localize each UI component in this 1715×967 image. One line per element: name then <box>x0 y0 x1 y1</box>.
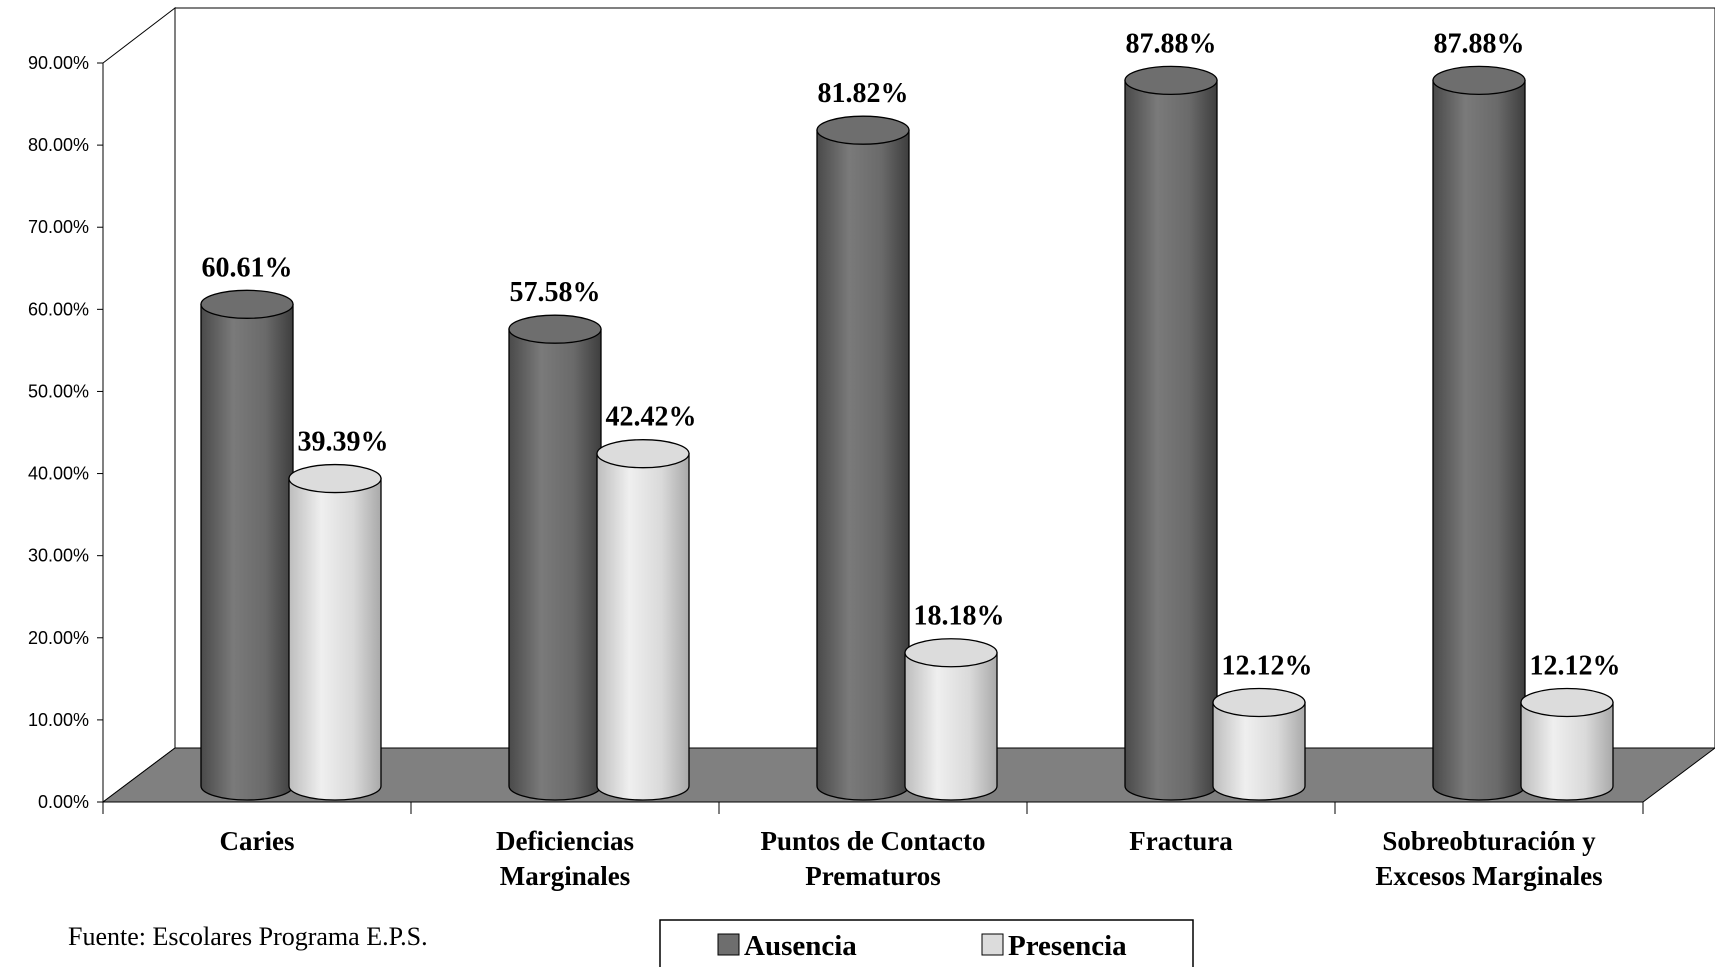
bar-body <box>288 477 382 801</box>
source-note: Fuente: Escolares Programa E.P.S. <box>68 922 428 951</box>
bar-body <box>816 129 910 801</box>
legend: Ausencia Presencia <box>659 919 1194 967</box>
bar-top <box>1124 65 1218 96</box>
bar-body <box>1212 701 1306 801</box>
bar-top <box>816 115 910 145</box>
bar-body <box>1124 79 1218 801</box>
category-label: Puntos de Contacto Prematuros <box>760 826 985 891</box>
bar-top <box>508 314 602 344</box>
data-label: 57.58% <box>510 277 601 308</box>
data-label: 60.61% <box>202 252 293 283</box>
data-label: 87.88% <box>1434 28 1525 59</box>
data-label: 81.82% <box>818 78 909 109</box>
y-tick-label: 70.00% <box>28 217 89 237</box>
bar-presencia <box>596 439 690 801</box>
y-tick-label: 80.00% <box>28 135 89 155</box>
bar-body <box>596 453 690 801</box>
category-label: Caries <box>220 826 295 856</box>
y-axis: 0.00% 10.00% 20.00% 30.00% 40.00% 50.00% 60.00… <box>28 53 104 812</box>
data-label: 18.18% <box>914 601 1005 632</box>
bars <box>200 65 1614 801</box>
y-tick-label: 30.00% <box>28 546 89 566</box>
data-label: 42.42% <box>606 402 697 433</box>
bar-ausencia <box>1124 65 1218 801</box>
bar-presencia <box>1212 687 1306 801</box>
bar-presencia <box>1520 687 1614 801</box>
data-labels: 60.61% 57.58% 81.82% 87.88% 87.88% 39.39% 42.4… <box>202 28 1621 681</box>
bar-presencia <box>904 638 998 801</box>
bar-top <box>288 463 382 494</box>
bar-top <box>200 289 294 319</box>
category-label: Deficiencias Marginales <box>496 826 634 891</box>
legend-label-presencia: Presencia <box>1008 930 1127 962</box>
bar-presencia <box>288 463 382 801</box>
bar-body <box>904 652 998 801</box>
bar-body <box>1520 701 1614 801</box>
data-label: 12.12% <box>1222 650 1313 681</box>
bar-top <box>596 439 690 469</box>
y-tick-label: 40.00% <box>28 464 89 484</box>
bar-body <box>1432 79 1526 801</box>
y-tick-label: 50.00% <box>28 381 89 401</box>
x-axis: Caries Deficiencias Marginales Puntos de Co… <box>102 801 1644 891</box>
bar-ausencia <box>200 289 294 801</box>
bar-ausencia <box>1432 65 1526 801</box>
bar-body <box>508 328 602 801</box>
y-tick-label: 20.00% <box>28 628 89 648</box>
legend-swatch-ausencia <box>717 933 740 956</box>
data-label: 87.88% <box>1126 28 1217 59</box>
bar-top <box>1520 687 1614 718</box>
y-tick-label: 90.00% <box>28 53 89 73</box>
y-tick-label: 60.00% <box>28 299 89 319</box>
y-tick-label: 0.00% <box>38 792 89 812</box>
side-wall <box>102 6 176 803</box>
y-tick-label: 10.00% <box>28 710 89 730</box>
bar-ausencia <box>508 314 602 801</box>
legend-swatch-presencia <box>981 933 1004 956</box>
legend-label-ausencia: Ausencia <box>744 930 857 962</box>
bar-body <box>200 303 294 801</box>
data-label: 39.39% <box>298 427 389 458</box>
bar-top <box>1432 65 1526 96</box>
category-label: Fractura <box>1129 826 1233 856</box>
bar-ausencia <box>816 115 910 801</box>
bar-top <box>1212 687 1306 718</box>
bar-top <box>904 638 998 668</box>
category-label: Sobreobturación y Excesos Marginales <box>1375 826 1602 891</box>
legend-box <box>659 919 1194 967</box>
data-label: 12.12% <box>1530 650 1621 681</box>
